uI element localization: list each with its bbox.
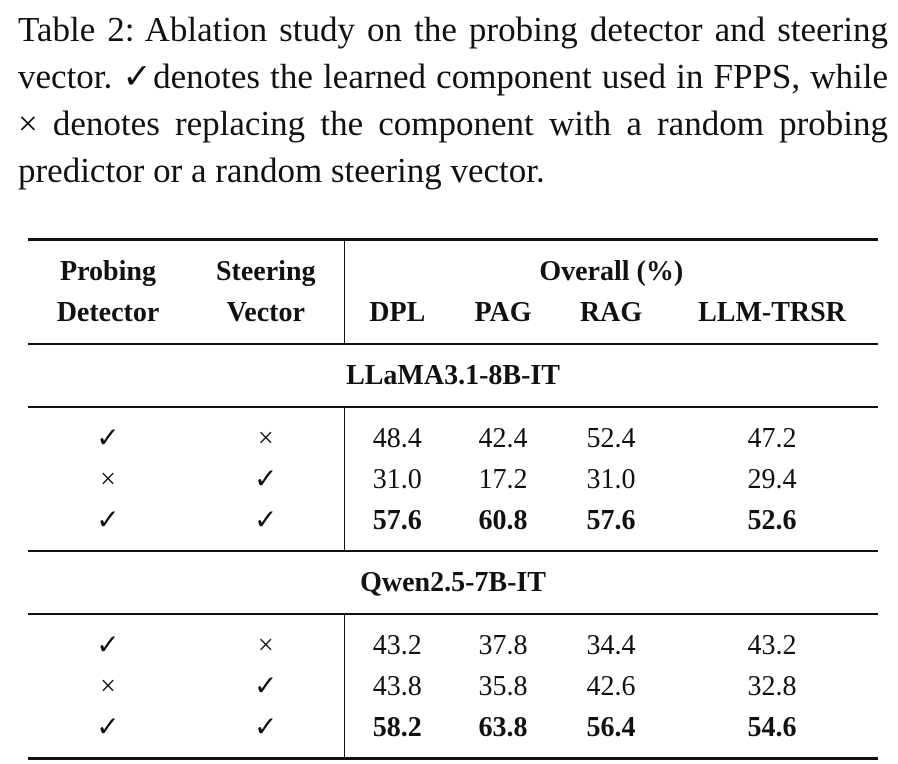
component-cell: ✓ <box>96 505 120 536</box>
score-cell: 32.8 <box>747 671 797 702</box>
score-cell: 63.8 <box>450 707 556 760</box>
header-cell: RAG <box>579 297 643 328</box>
score-cell: 48.4 <box>343 406 450 459</box>
ablation-table: Probing Steering Overall (%) Detector Ve… <box>28 238 879 760</box>
component-cell: ✓ <box>28 707 188 760</box>
score-cell: 58.2 <box>343 707 450 760</box>
header-cell: Detector <box>56 297 160 328</box>
score-cell: 47.2 <box>666 406 879 459</box>
data-row: × ✓ 43.8 35.8 42.6 32.8 <box>28 666 878 707</box>
component-cell: × <box>188 406 344 459</box>
component-cell: × <box>188 613 344 666</box>
table-body: LLaMA3.1-8B-IT ✓ × 48.4 42.4 52.4 47.2 × ✓ 31.0 17… <box>28 343 879 760</box>
table-caption: Table 2: Ablation study on the probing d… <box>18 10 888 190</box>
score-cell: 52.6 <box>747 505 797 536</box>
score-cell: 35.8 <box>478 671 528 702</box>
score-cell: 17.2 <box>478 464 528 495</box>
score-cell: 37.8 <box>450 613 556 666</box>
score-cell: 34.4 <box>556 613 666 666</box>
data-row: ✓ ✓ 58.2 63.8 56.4 54.6 <box>28 707 879 760</box>
component-cell: ✓ <box>254 671 278 702</box>
score-cell: 31.0 <box>343 459 450 500</box>
score-cell: 42.6 <box>586 671 636 702</box>
header-cell: Probing <box>28 238 188 292</box>
header-cell: Overall (%) <box>343 238 879 292</box>
component-cell: ✓ <box>254 505 278 536</box>
score-cell: 54.6 <box>666 707 879 760</box>
component-cell: × <box>100 464 116 495</box>
group-label: LLaMA3.1-8B-IT <box>28 343 879 407</box>
score-cell: 52.4 <box>556 406 666 459</box>
component-cell: ✓ <box>188 707 344 760</box>
score-cell: 31.0 <box>586 464 636 495</box>
header-cell: LLM-TRSR <box>698 297 846 328</box>
score-cell: 57.6 <box>586 505 636 536</box>
score-cell: 56.4 <box>556 707 666 760</box>
data-row: ✓ × 43.2 37.8 34.4 43.2 <box>28 613 879 666</box>
header-cell: Vector <box>226 297 305 328</box>
header-cell: DPL <box>343 292 450 344</box>
header-cell: PAG <box>474 297 532 328</box>
data-row: ✓ ✓ 57.6 60.8 57.6 52.6 <box>28 500 878 551</box>
score-cell: 43.8 <box>343 666 450 707</box>
group-row: LLaMA3.1-8B-IT <box>28 343 879 407</box>
component-cell: ✓ <box>28 406 188 459</box>
group-label: Qwen2.5-7B-IT <box>28 550 879 614</box>
score-cell: 29.4 <box>747 464 797 495</box>
score-cell: 43.2 <box>666 613 879 666</box>
score-cell: 60.8 <box>478 505 528 536</box>
component-cell: ✓ <box>254 464 278 495</box>
data-row: × ✓ 31.0 17.2 31.0 29.4 <box>28 459 878 500</box>
component-cell: × <box>100 671 116 702</box>
group-row: Qwen2.5-7B-IT <box>28 550 879 614</box>
component-cell: ✓ <box>28 613 188 666</box>
score-cell: 43.2 <box>343 613 450 666</box>
score-cell: 57.6 <box>343 500 450 551</box>
data-row: ✓ × 48.4 42.4 52.4 47.2 <box>28 406 879 459</box>
header-cell: Steering <box>188 238 344 292</box>
score-cell: 42.4 <box>450 406 556 459</box>
